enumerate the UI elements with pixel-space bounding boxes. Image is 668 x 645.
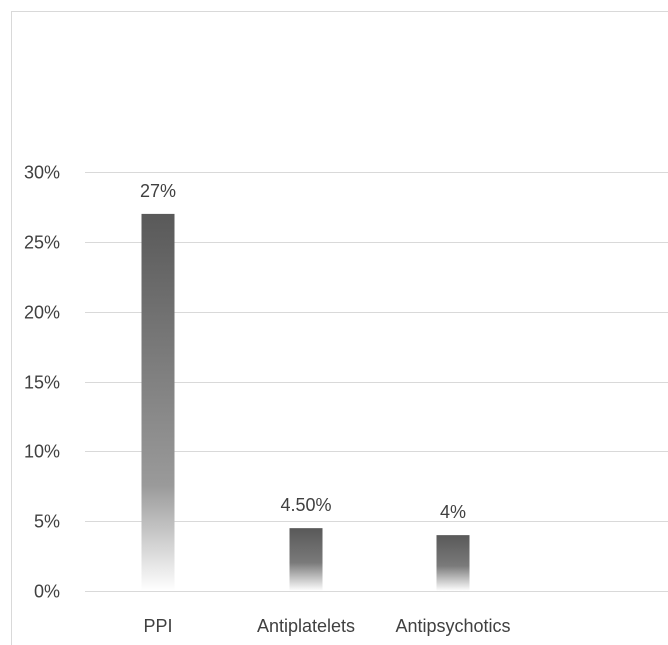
y-tick-label: 0% [34,582,60,602]
y-tick-label: 20% [24,303,60,323]
y-tick-label: 15% [24,373,60,393]
y-tick-label: 30% [24,163,60,183]
data-label-ppi: 27% [140,181,176,201]
y-axis-ticks: 0% 5% 10% 15% 20% 25% 30% [24,163,60,602]
y-tick-label: 5% [34,512,60,532]
category-label-ppi: PPI [143,616,172,636]
gridlines [85,172,668,592]
bar-antiplatelets [289,528,323,591]
category-label-antiplatelets: Antiplatelets [257,616,355,636]
category-label-antipsychotics: Antipsychotics [395,616,510,636]
data-label-antipsychotics: 4% [440,502,466,522]
chart-border [11,11,668,645]
data-labels: 27% 4.50% 4% [140,181,466,522]
x-axis-categories: PPI Antiplatelets Antipsychotics [143,616,510,636]
bar-antipsychotics [436,535,470,591]
bar-ppi [141,213,175,591]
bars [141,213,470,591]
data-label-antiplatelets: 4.50% [280,495,331,515]
y-tick-label: 25% [24,233,60,253]
y-tick-label: 10% [24,442,60,462]
